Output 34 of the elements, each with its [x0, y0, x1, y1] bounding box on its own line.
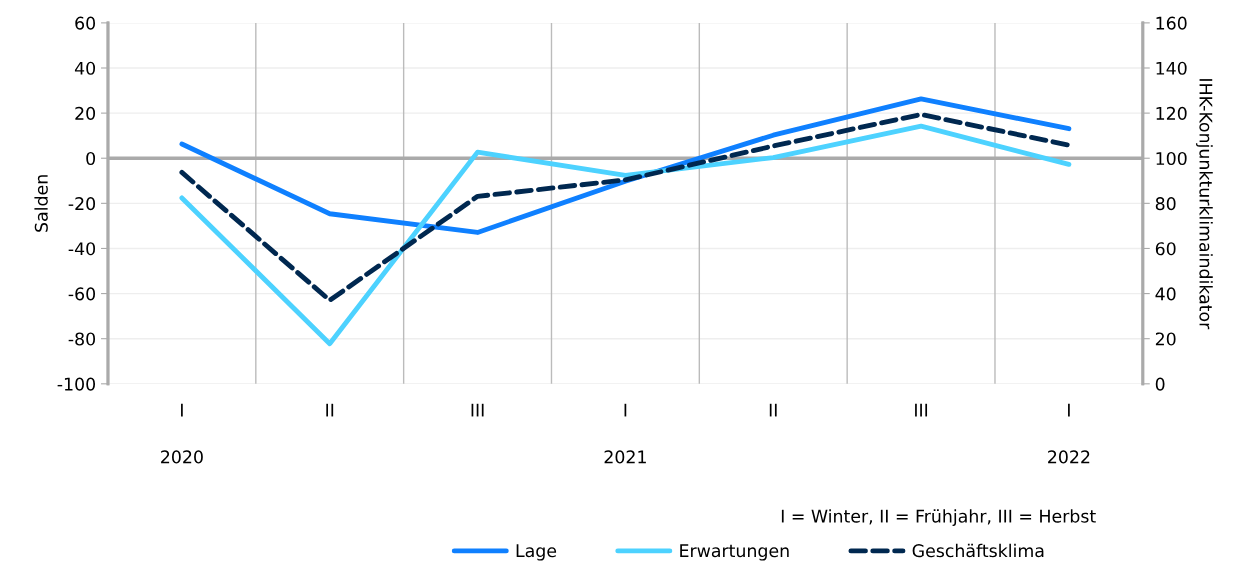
y-tick-label: -80 [68, 332, 96, 346]
y-tick-label: 40 [74, 61, 96, 75]
legend-label: Erwartungen [680, 544, 789, 561]
y-tick-label: -100 [57, 377, 96, 391]
y2-tick-label: 140 [1156, 61, 1187, 75]
y2-tick-label: 80 [1155, 197, 1176, 211]
legend-label: Geschäftsklima [912, 543, 1044, 558]
y-tick-label: 0 [86, 151, 96, 166]
y2-tick-label: 60 [1155, 242, 1176, 256]
y-tick-label: 20 [75, 106, 96, 120]
category-label: I 2022 [1048, 403, 1090, 464]
x-tick-label: II [769, 403, 777, 417]
y2-tick-label: 20 [1155, 332, 1176, 346]
y2-tick-label: 120 [1156, 106, 1187, 120]
y2-tick-label: 160 [1156, 16, 1187, 30]
line-series [179, 112, 1072, 303]
x-tick-label: III [915, 403, 928, 417]
y2-tick-label: 100 [1156, 151, 1187, 166]
category-label: I 2021 [604, 403, 646, 464]
line-series [179, 96, 1072, 235]
y2-tick-label: 0 [1155, 377, 1165, 391]
x-tick-label: III [471, 403, 484, 417]
y2-tick-label: 40 [1155, 287, 1176, 301]
x-tick-label: II [326, 403, 334, 417]
category-label: I 2020 [161, 403, 203, 464]
y-tick-label: -20 [68, 197, 96, 211]
y-tick-label: -40 [68, 242, 96, 256]
text: I = Winter, II = Frühjahr, III = Herbst [781, 509, 1096, 527]
y-tick-label: -60 [68, 287, 96, 301]
line-series [179, 123, 1072, 347]
y2-axis-title: IHK-Konjunkturklimaindikator [1195, 79, 1213, 330]
y-tick-label: 60 [75, 16, 96, 30]
legend-label: Lage [516, 544, 557, 561]
y-axis-title: Salden [34, 175, 48, 232]
